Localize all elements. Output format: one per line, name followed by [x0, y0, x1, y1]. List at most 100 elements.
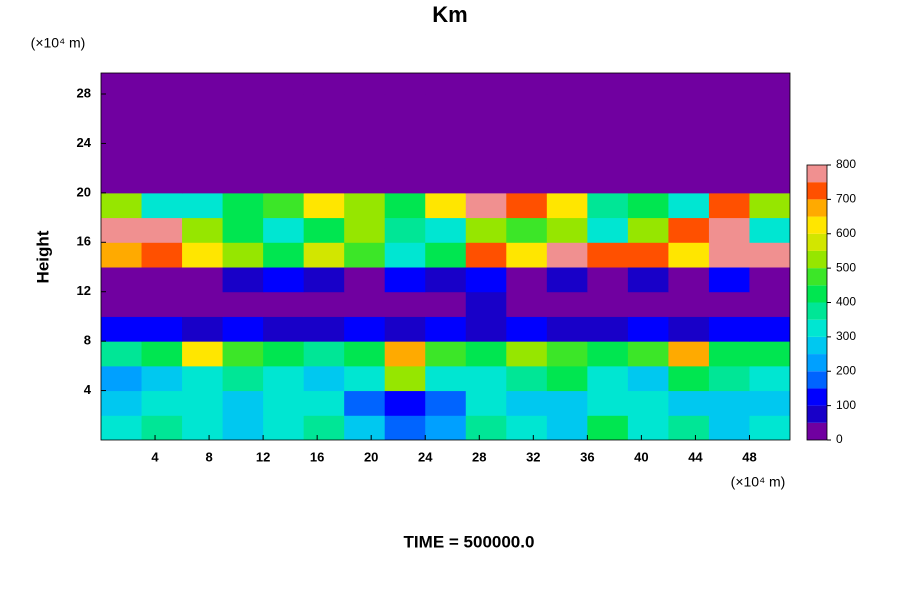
cell — [101, 390, 143, 416]
cell — [182, 192, 224, 219]
cell — [708, 341, 750, 367]
cell — [384, 415, 426, 440]
cell — [749, 415, 790, 440]
cell — [222, 267, 264, 293]
cell — [425, 143, 467, 169]
y-tick-label: 28 — [77, 85, 91, 100]
cell — [303, 365, 345, 392]
cell — [749, 143, 790, 169]
colorbar-band — [807, 250, 827, 269]
cell — [101, 291, 143, 317]
cell — [668, 192, 710, 219]
cell — [222, 365, 264, 392]
cell — [627, 94, 669, 120]
cell — [344, 143, 386, 169]
cell — [425, 291, 467, 317]
cell — [668, 316, 710, 342]
cell — [465, 390, 507, 416]
cell — [263, 143, 305, 169]
cell — [141, 73, 183, 95]
cell — [344, 73, 386, 95]
cell — [344, 217, 386, 243]
cell — [263, 415, 305, 440]
cell — [101, 94, 143, 120]
cell — [344, 242, 386, 268]
cell — [425, 242, 467, 268]
cell — [344, 291, 386, 317]
cell — [627, 316, 669, 342]
cell — [222, 390, 264, 416]
cell — [546, 143, 588, 169]
x-tick-label: 16 — [310, 449, 324, 464]
colorbar-band — [807, 388, 827, 406]
cell — [506, 192, 548, 219]
cell — [141, 341, 183, 367]
cell — [749, 73, 790, 95]
cell — [627, 341, 669, 367]
cell — [668, 217, 710, 243]
cell — [141, 94, 183, 120]
colorbar-band — [807, 233, 827, 251]
cell — [344, 316, 386, 342]
cell — [303, 192, 345, 219]
colorbar-band — [807, 199, 827, 217]
field — [101, 73, 790, 440]
cell — [749, 118, 790, 144]
cell — [425, 192, 467, 219]
cell — [344, 365, 386, 392]
cell — [546, 73, 588, 95]
cell — [708, 94, 750, 120]
cell — [627, 291, 669, 317]
cell — [668, 341, 710, 367]
footer: TIME = 500000.0 — [404, 532, 535, 551]
cell — [101, 118, 143, 144]
cell — [465, 94, 507, 120]
cell — [506, 94, 548, 120]
cell — [263, 118, 305, 144]
cell — [546, 390, 588, 416]
cell — [182, 291, 224, 317]
cell — [222, 341, 264, 367]
cell — [222, 73, 264, 95]
colorbar-band — [807, 182, 827, 200]
colorbar-tick-label: 300 — [836, 329, 856, 343]
cell — [749, 242, 790, 268]
cell — [222, 242, 264, 268]
cell — [344, 192, 386, 219]
y-axis-label: Height — [33, 230, 52, 283]
cell — [182, 94, 224, 120]
cell — [101, 217, 143, 243]
cell — [222, 143, 264, 169]
cell — [222, 118, 264, 144]
colorbar-band — [807, 405, 827, 423]
cell — [668, 73, 710, 95]
cell — [263, 365, 305, 392]
cell — [546, 94, 588, 120]
cell — [141, 415, 183, 440]
cell — [384, 217, 426, 243]
cell — [546, 267, 588, 293]
cell — [182, 217, 224, 243]
cell — [303, 143, 345, 169]
x-tick-label: 36 — [580, 449, 594, 464]
cell — [182, 242, 224, 268]
cell — [749, 267, 790, 293]
cell — [668, 118, 710, 144]
cell — [546, 118, 588, 144]
cell — [303, 291, 345, 317]
colorbar-tick-label: 0 — [836, 432, 843, 446]
cell — [546, 316, 588, 342]
cell — [384, 73, 426, 95]
cell — [668, 242, 710, 268]
cell — [465, 316, 507, 342]
cell — [668, 94, 710, 120]
cell — [627, 242, 669, 268]
cell — [222, 291, 264, 317]
cell — [303, 341, 345, 367]
cell — [668, 267, 710, 293]
cell — [749, 390, 790, 416]
cell — [141, 192, 183, 219]
cell — [465, 73, 507, 95]
y-tick-label: 4 — [84, 382, 92, 397]
